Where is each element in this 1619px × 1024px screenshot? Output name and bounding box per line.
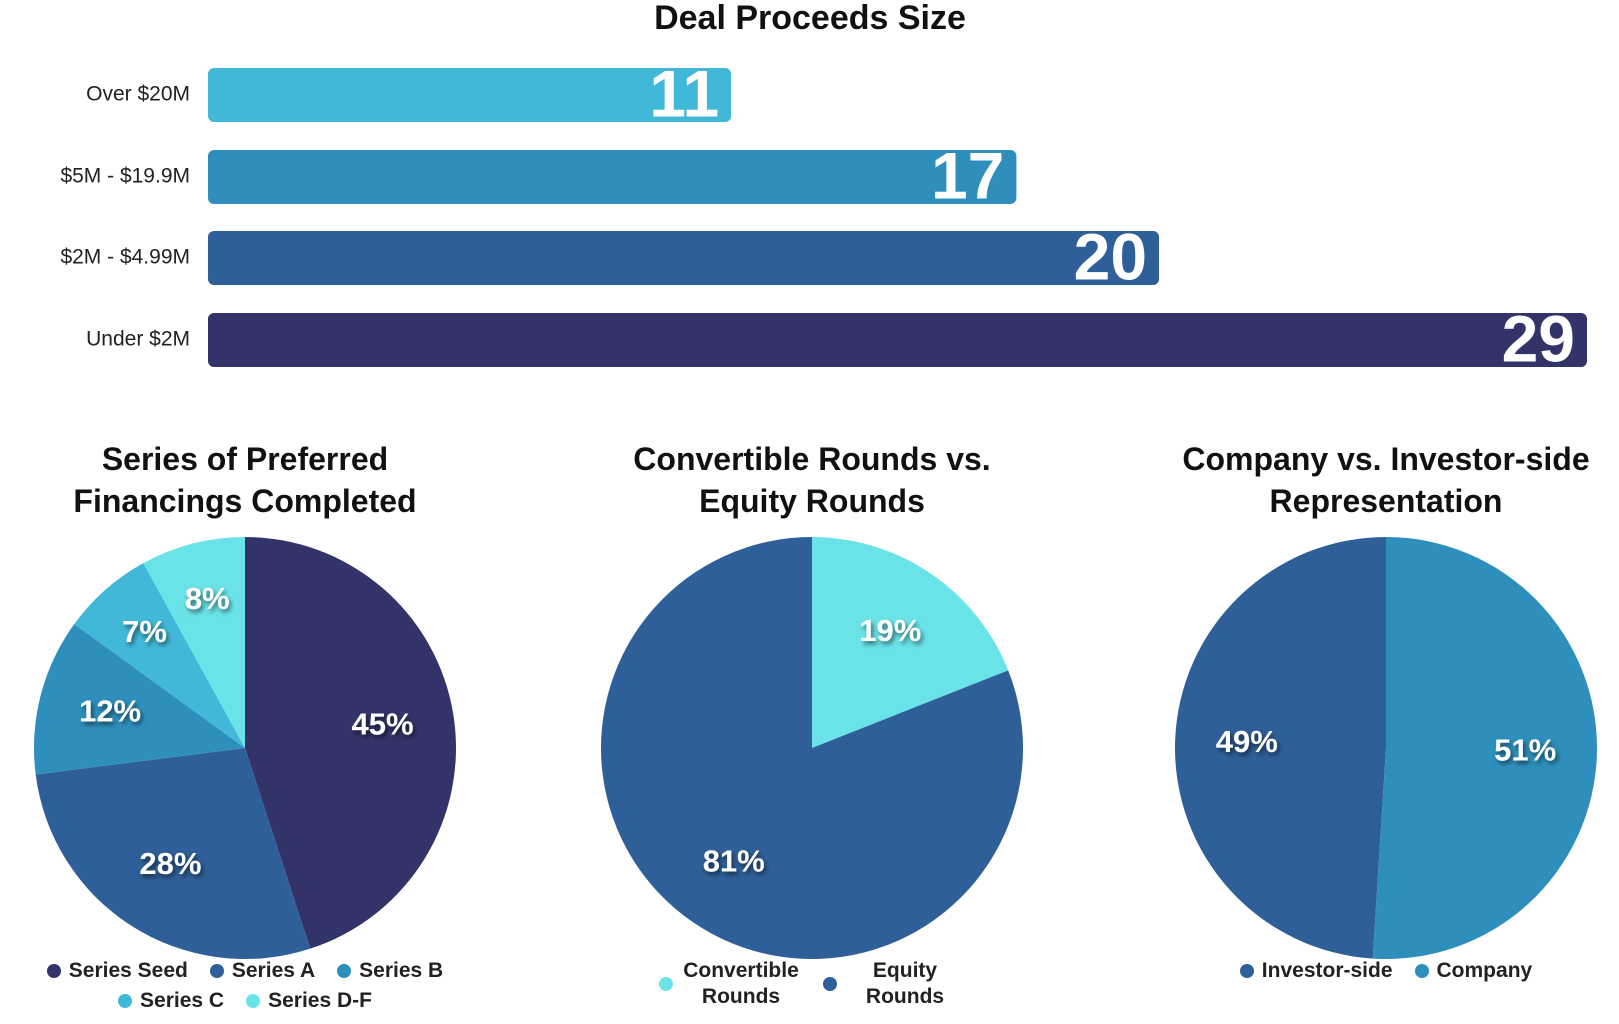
legend-label: Series Seed (68, 959, 188, 982)
category-label: Under $2M (86, 328, 190, 351)
legend-item: Equity Rounds (823, 958, 965, 1010)
value-label: 20 (1074, 219, 1147, 293)
value-label: 17 (931, 138, 1004, 212)
legend-item: Series A (209, 958, 316, 984)
legend-label: Equity Rounds (865, 959, 945, 1008)
bar (208, 231, 1160, 285)
legend-item: Convertible Rounds (659, 958, 801, 1010)
legend-item: Series B (337, 958, 443, 984)
value-label: 49% (1216, 724, 1278, 759)
legend: Convertible Rounds Equity Rounds (602, 958, 1022, 1010)
pie-slice (74, 563, 245, 748)
pie-slice (812, 537, 1009, 748)
value-label: 51% (1494, 733, 1556, 768)
legend-label: Series A (231, 959, 316, 982)
legend-label: Investor-side (1261, 959, 1393, 982)
legend-label: Convertible Rounds (683, 959, 799, 1008)
category-label: $5M - $19.9M (60, 165, 190, 188)
legend-marker (1239, 964, 1254, 978)
legend-label: Company (1436, 959, 1533, 982)
legend-label: Series B (359, 959, 444, 982)
value-label: 19% (859, 613, 921, 648)
pie-slice (600, 537, 1023, 959)
legend-label: Series D-F (268, 989, 372, 1012)
chart-title: Series of Preferred Financings Completed (73, 441, 417, 519)
legend-item: Company (1414, 958, 1533, 984)
category-label: Over $20M (86, 83, 190, 106)
legend-marker (1414, 964, 1429, 978)
pie-slice (143, 537, 245, 748)
value-label: 8% (185, 581, 230, 616)
legend: Series Seed Series A Series B Series C Serie… (35, 958, 455, 1014)
value-label: 11 (649, 56, 719, 130)
bar (208, 68, 732, 122)
value-label: 45% (352, 706, 414, 741)
chart-title: Company vs. Investor-side Representation (1182, 441, 1590, 519)
pie-slice (35, 748, 311, 959)
bar (208, 150, 1017, 204)
chart-title: Convertible Rounds vs. Equity Rounds (633, 441, 991, 519)
value-label: 81% (703, 843, 765, 878)
legend-item: Series D-F (246, 988, 372, 1014)
value-label: 7% (122, 614, 167, 649)
legend: Investor-side Company (1176, 958, 1596, 984)
legend-marker (659, 977, 673, 991)
legend-marker (209, 964, 224, 978)
legend-item: Series Seed (46, 958, 188, 984)
category-label: $2M - $4.99M (60, 246, 190, 269)
pie-slice (245, 537, 457, 949)
legend-marker (118, 994, 133, 1008)
pie-slice (1372, 537, 1598, 960)
pie-slice (34, 623, 246, 775)
legend-item: Series C (118, 988, 224, 1014)
legend-label: Series C (140, 989, 225, 1012)
pie-slice (1175, 537, 1386, 959)
chart-title: Deal Proceeds Size (654, 0, 966, 37)
value-label: 29 (1502, 301, 1575, 375)
legend-marker (246, 994, 261, 1008)
bar (208, 313, 1587, 367)
legend-marker (823, 977, 837, 991)
value-label: 12% (79, 694, 141, 729)
legend-marker (46, 964, 61, 978)
legend-item: Investor-side (1239, 958, 1393, 984)
value-label: 28% (139, 846, 201, 881)
legend-marker (337, 964, 352, 978)
